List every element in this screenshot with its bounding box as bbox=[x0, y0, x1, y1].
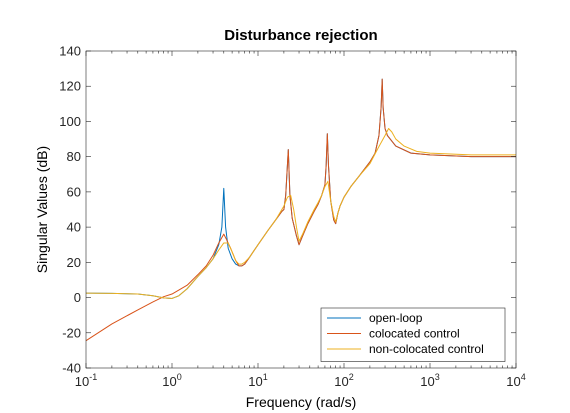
axes-box bbox=[85, 50, 517, 369]
chart-title: Disturbance rejection bbox=[224, 27, 377, 44]
x-tick-label: 103 bbox=[420, 372, 439, 389]
y-tick-label: 40 bbox=[67, 220, 81, 235]
y-tick-label: 20 bbox=[67, 255, 81, 270]
legend-label: open-loop bbox=[369, 311, 423, 325]
series-layer bbox=[85, 78, 516, 342]
x-tick-label: 100 bbox=[162, 372, 181, 389]
x-axis-label: Frequency (rad/s) bbox=[246, 394, 356, 410]
x-tick-label: 102 bbox=[334, 372, 353, 389]
series-line-1 bbox=[85, 78, 516, 342]
series-line-2 bbox=[85, 127, 516, 299]
y-tick-label: -20 bbox=[62, 325, 81, 340]
x-axis-ticks: 10-1 100 101 102 103 104 bbox=[75, 51, 526, 389]
x-tick-label: 101 bbox=[248, 372, 267, 389]
y-tick-label: -40 bbox=[62, 361, 81, 376]
legend-label: non-colocated control bbox=[369, 342, 484, 356]
y-axis-label: Singular Values (dB) bbox=[34, 146, 50, 273]
legend: open-loop colocated controlnon-colocated … bbox=[320, 307, 506, 362]
y-tick-label: 60 bbox=[67, 184, 81, 199]
x-tick-label: 10-1 bbox=[75, 372, 97, 389]
legend-label: colocated control bbox=[369, 327, 460, 341]
y-tick-label: 0 bbox=[74, 290, 81, 305]
y-tick-label: 100 bbox=[59, 114, 81, 129]
y-tick-label: 140 bbox=[59, 44, 81, 59]
legend-box bbox=[320, 307, 506, 362]
y-axis-ticks: -40 -20 0 20 40 60 80 100 120 140 bbox=[59, 44, 516, 376]
x-tick-label: 104 bbox=[506, 372, 525, 389]
y-tick-label: 120 bbox=[59, 79, 81, 94]
y-tick-label: 80 bbox=[67, 149, 81, 164]
